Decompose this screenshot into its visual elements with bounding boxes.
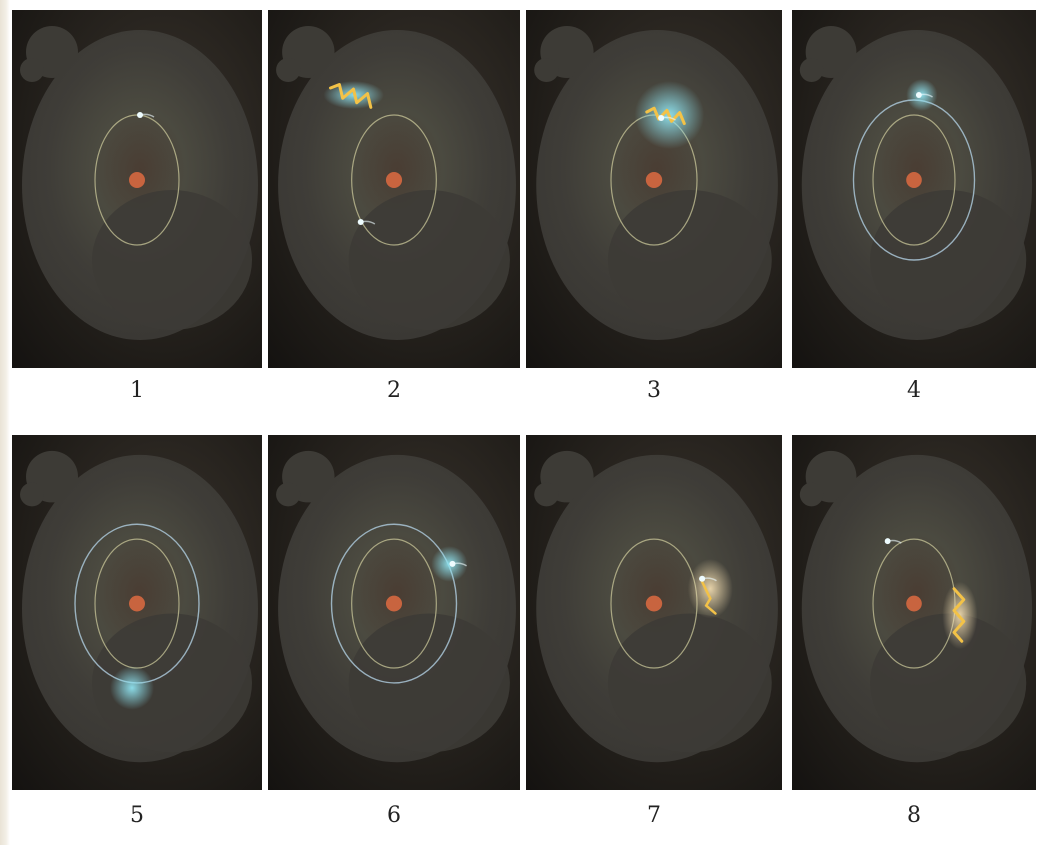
inner-orbit [351, 114, 437, 246]
nucleus [385, 172, 403, 188]
electron-trail [139, 113, 155, 118]
panel-number-4: 4 [907, 378, 921, 403]
photon-glow [110, 666, 154, 710]
atom-panel-8 [792, 435, 1036, 790]
outer-orbit [330, 523, 458, 684]
electron [884, 538, 891, 545]
nucleus [645, 172, 663, 188]
page-edge [0, 0, 10, 845]
nucleus [906, 595, 922, 612]
incoming-photon [323, 81, 384, 109]
nucleus [906, 172, 922, 188]
electron-trail [887, 539, 902, 544]
panel-number-6: 6 [387, 803, 401, 828]
nucleus [129, 595, 145, 612]
emitted-photon [942, 581, 978, 650]
electron [658, 115, 665, 121]
electron-trail [660, 116, 676, 121]
atom-panel-3 [526, 10, 782, 368]
emitted-photon [687, 558, 733, 619]
atom-panel-1 [12, 10, 262, 368]
nucleus [129, 172, 145, 188]
panel-number-3: 3 [647, 378, 661, 403]
electron-trail [701, 577, 717, 582]
nucleus [385, 595, 403, 612]
panel-number-8: 8 [907, 803, 921, 828]
electron [449, 560, 456, 567]
inner-orbit [351, 538, 437, 669]
atom-panel-7 [526, 435, 782, 790]
electron-trail [918, 93, 933, 98]
atom-panel-4 [792, 10, 1036, 368]
panel-number-2: 2 [387, 378, 401, 403]
nucleus [645, 595, 663, 612]
electron-trail [452, 562, 467, 567]
atom-panel-5 [12, 435, 262, 790]
atom-panel-6 [268, 435, 520, 790]
panel-number-5: 5 [130, 803, 144, 828]
absorbed-photon [634, 81, 705, 149]
inner-orbit [872, 114, 956, 246]
atom-panel-2 [268, 10, 520, 368]
panel-number-7: 7 [647, 803, 661, 828]
panel-number-1: 1 [130, 378, 144, 403]
electron-trail [360, 220, 376, 225]
